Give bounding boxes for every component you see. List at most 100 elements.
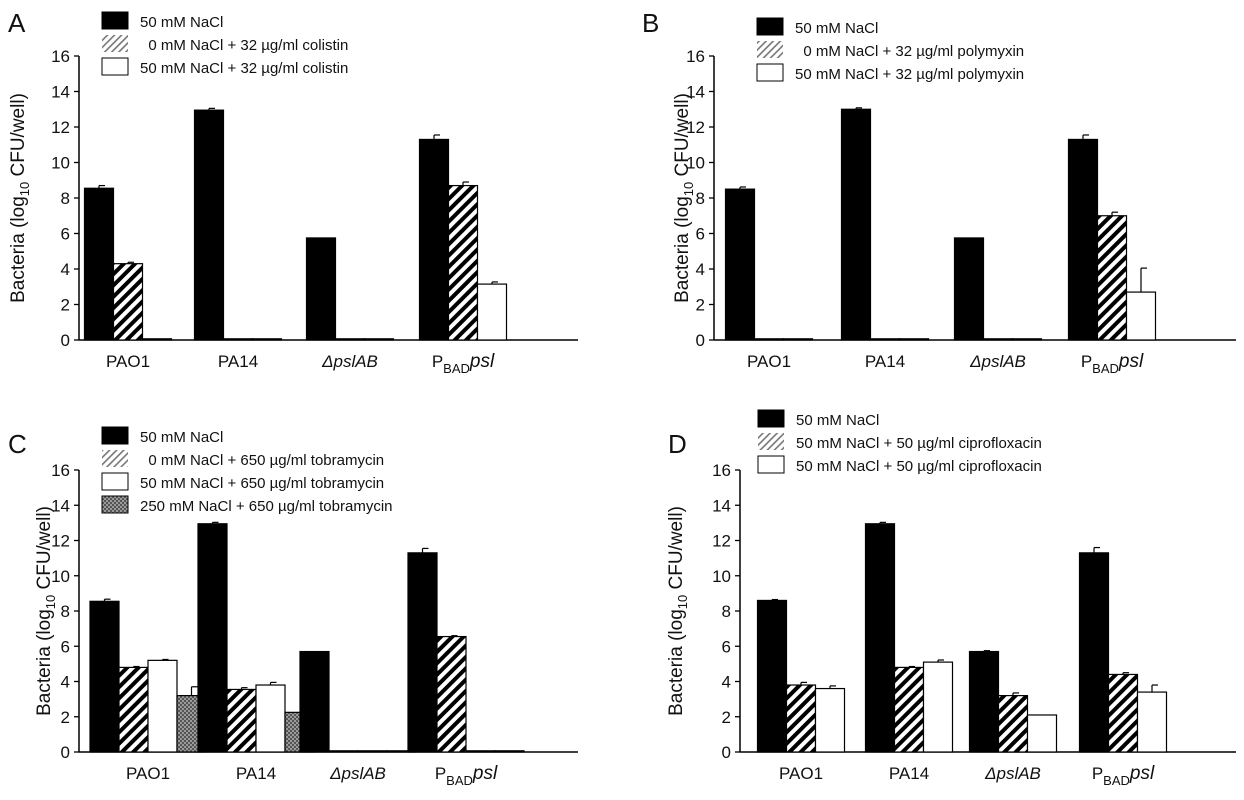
legend-swatch <box>101 57 129 76</box>
y-tick-label: 0 <box>61 331 70 350</box>
y-tick-label: 6 <box>61 225 70 244</box>
bar <box>251 338 283 341</box>
y-tick-label: 16 <box>712 461 731 480</box>
panel-label: A <box>8 8 26 38</box>
y-tick-label: 6 <box>696 225 705 244</box>
legend-label: 50 mM NaCl + 50 µg/ml ciprofloxacin <box>796 435 1042 452</box>
y-tick-label: 14 <box>712 496 731 515</box>
bar <box>898 338 930 341</box>
bar <box>193 109 225 341</box>
bar <box>953 237 985 341</box>
legend-swatch <box>101 11 129 30</box>
bar <box>436 635 467 753</box>
bar <box>1096 215 1128 341</box>
legend-label: 50 mM NaCl + 32 µg/ml polymyxin <box>795 66 1024 83</box>
bar <box>724 188 756 341</box>
bar <box>89 600 120 753</box>
y-tick-label: 0 <box>722 743 731 762</box>
bar <box>1011 338 1043 341</box>
panel-b: B 0 2 4 6 8 10 12 14 16 Bacteria (log10 CFU/well)… <box>642 8 1236 376</box>
legend-swatch <box>757 41 783 58</box>
y-tick-label: 16 <box>51 47 70 66</box>
y-tick-label: 8 <box>61 602 70 621</box>
bar <box>328 750 359 753</box>
y-axis-label: Bacteria (log10 CFU/well) <box>8 93 32 303</box>
bar <box>83 187 115 341</box>
y-tick-label: 0 <box>696 331 705 350</box>
y-tick-label: 4 <box>61 260 70 279</box>
legend-label: 50 mM NaCl + 650 µg/ml tobramycin <box>140 475 384 492</box>
category-label: ΔpslAB <box>321 352 378 371</box>
bar <box>814 687 846 753</box>
legend-label: 250 mM NaCl + 650 µg/ml tobramycin <box>140 498 393 515</box>
y-tick-label: 0 <box>61 743 70 762</box>
y-tick-label: 12 <box>51 118 70 137</box>
bar <box>1107 673 1139 753</box>
y-tick-label: 2 <box>61 296 70 315</box>
legend-swatch <box>101 472 129 491</box>
legend-label: 0 mM NaCl + 650 µg/ml tobramycin <box>140 452 384 469</box>
bar <box>782 338 814 341</box>
y-tick-label: 10 <box>686 154 705 173</box>
bar <box>756 599 788 753</box>
y-tick-label: 10 <box>712 567 731 586</box>
y-tick-label: 2 <box>696 296 705 315</box>
bar <box>1067 138 1099 341</box>
y-tick-label: 14 <box>686 83 705 102</box>
bar <box>118 666 149 753</box>
legend-label: 50 mM NaCl + 32 µg/ml colistin <box>140 60 348 77</box>
y-tick-label: 12 <box>712 532 731 551</box>
category-label: ΔpslAB <box>984 764 1041 783</box>
y-tick-label: 4 <box>61 673 70 692</box>
bar <box>1026 714 1058 753</box>
legend-swatch <box>101 495 129 514</box>
y-tick-label: 8 <box>696 189 705 208</box>
bar <box>476 283 508 341</box>
panel-a: A 0 2 4 6 8 10 12 14 16 Bacteria (log10 CFU/well)… <box>8 8 578 376</box>
bar <box>447 184 479 341</box>
y-tick-label: 14 <box>51 83 70 102</box>
category-label: PA14 <box>889 764 929 783</box>
panel-label: D <box>668 429 687 459</box>
bar <box>222 338 254 341</box>
bar <box>465 750 496 753</box>
y-axis-label: Bacteria (log10 CFU/well) <box>34 506 58 716</box>
bar <box>968 650 1000 753</box>
category-label: PAO1 <box>779 764 823 783</box>
bar <box>357 750 388 753</box>
legend-swatch <box>101 426 129 445</box>
panel-c: C 0 2 4 6 8 10 12 14 16 Bacteria (log10 CFU/well)… <box>8 426 578 788</box>
category-label: PBADpsl <box>435 763 498 788</box>
bar <box>982 338 1014 341</box>
bar <box>753 338 785 341</box>
bar <box>893 666 925 753</box>
legend-swatch <box>757 455 785 474</box>
bar <box>363 338 395 341</box>
legend-swatch <box>756 17 784 36</box>
category-label: PA14 <box>236 764 276 783</box>
bar <box>226 688 257 753</box>
y-tick-label: 14 <box>51 496 70 515</box>
y-tick-label: 4 <box>722 673 731 692</box>
bar <box>864 523 896 753</box>
bar <box>869 338 901 341</box>
legend-swatch <box>756 63 784 82</box>
legend-label: 50 mM NaCl <box>796 412 879 429</box>
bar <box>255 684 286 753</box>
y-tick-label: 16 <box>686 47 705 66</box>
category-label: PAO1 <box>747 352 791 371</box>
y-tick-label: 16 <box>51 461 70 480</box>
bar <box>407 552 438 753</box>
legend-label: 50 mM NaCl <box>795 20 878 37</box>
legend-swatch <box>758 433 784 450</box>
bar <box>494 750 525 753</box>
panel-label: C <box>8 429 27 459</box>
y-tick-label: 2 <box>722 708 731 727</box>
bar <box>785 684 817 753</box>
bar <box>197 523 228 753</box>
y-tick-label: 4 <box>696 260 705 279</box>
y-tick-label: 8 <box>61 189 70 208</box>
y-axis-label: Bacteria (log10 CFU/well) <box>666 506 690 716</box>
bar <box>147 659 178 753</box>
